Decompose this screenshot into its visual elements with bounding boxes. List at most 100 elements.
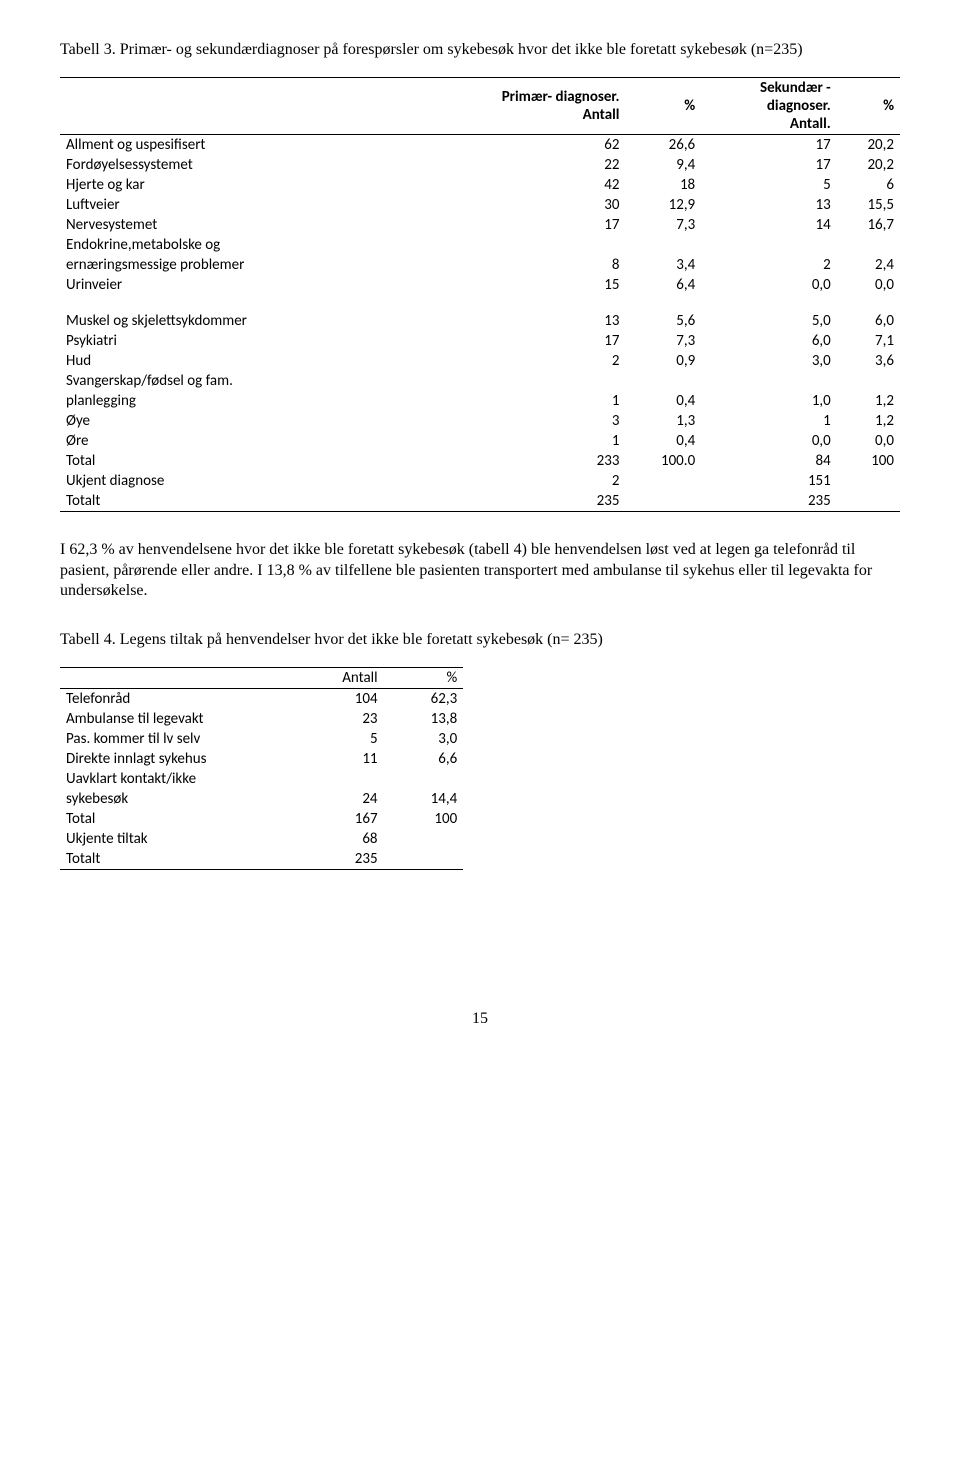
- table-cell: 62,3: [384, 688, 464, 709]
- table-row: Totalt235235: [60, 491, 900, 512]
- table-row: Muskel og skjelettsykdommer135,65,06,0: [60, 311, 900, 331]
- table-cell: 17: [701, 155, 837, 175]
- table-cell: Totalt: [60, 849, 286, 870]
- table-cell: Fordøyelsessystemet: [60, 155, 413, 175]
- table-cell: Øre: [60, 431, 413, 451]
- table-cell: 13: [701, 195, 837, 215]
- table-cell: [701, 371, 837, 391]
- table-cell: [837, 471, 900, 491]
- t3-h-primary-l1: Primær- diagnoser.: [502, 88, 620, 106]
- table-cell: 16,7: [837, 215, 900, 235]
- table-cell: 42: [413, 175, 626, 195]
- table-cell: 235: [413, 491, 626, 512]
- table-cell: Pas. kommer til lv selv: [60, 729, 286, 749]
- table-cell: Muskel og skjelettsykdommer: [60, 311, 413, 331]
- table-cell: [384, 829, 464, 849]
- t3-h-primary: Primær- diagnoser. Antall: [413, 77, 626, 134]
- t3-h-empty: [60, 77, 413, 134]
- table-cell: 100.0: [625, 451, 701, 471]
- table-cell: 8: [413, 255, 626, 275]
- table-cell: Totalt: [60, 491, 413, 512]
- table3: Primær- diagnoser. Antall % Sekundær - d…: [60, 77, 900, 512]
- table-cell: 2: [413, 471, 626, 491]
- table-cell: [384, 849, 464, 870]
- table-cell: 13: [413, 311, 626, 331]
- table-cell: 1,2: [837, 411, 900, 431]
- table-row: Fordøyelsessystemet229,41720,2: [60, 155, 900, 175]
- table-cell: 9,4: [625, 155, 701, 175]
- table-cell: [837, 371, 900, 391]
- table-cell: 151: [701, 471, 837, 491]
- table-cell: Nervesystemet: [60, 215, 413, 235]
- table-cell: 17: [701, 134, 837, 155]
- table-cell: 5,6: [625, 311, 701, 331]
- table-row: Hjerte og kar421856: [60, 175, 900, 195]
- table-row: Telefonråd10462,3: [60, 688, 463, 709]
- table-cell: Svangerskap/fødsel og fam.: [60, 371, 413, 391]
- table4-caption: Tabell 4. Legens tiltak på henvendelser …: [60, 630, 900, 651]
- table-cell: Total: [60, 451, 413, 471]
- table-cell: 1,3: [625, 411, 701, 431]
- t3-h-sec-l2: diagnoser.: [767, 97, 831, 115]
- table-cell: 6,6: [384, 749, 464, 769]
- table-row: Allment og uspesifisert6226,61720,2: [60, 134, 900, 155]
- table-cell: [60, 295, 413, 311]
- table-row: Hud20,93,03,6: [60, 351, 900, 371]
- table-row: Direkte innlagt sykehus116,6: [60, 749, 463, 769]
- table-cell: sykebesøk: [60, 789, 286, 809]
- table-cell: 0,9: [625, 351, 701, 371]
- table-cell: [701, 295, 837, 311]
- table-cell: [286, 769, 384, 789]
- table-row: Øre10,40,00,0: [60, 431, 900, 451]
- table-cell: 7,3: [625, 331, 701, 351]
- table-cell: [837, 235, 900, 255]
- table-cell: 0,0: [701, 275, 837, 295]
- table4: Antall % Telefonråd10462,3Ambulanse til …: [60, 667, 463, 870]
- table-row: Urinveier156,40,00,0: [60, 275, 900, 295]
- table-row: Luftveier3012,91315,5: [60, 195, 900, 215]
- table-cell: 3,4: [625, 255, 701, 275]
- table-cell: 62: [413, 134, 626, 155]
- table-cell: 233: [413, 451, 626, 471]
- t3-h-secondary: Sekundær - diagnoser. Antall.: [701, 77, 837, 134]
- table-row: Nervesystemet177,31416,7: [60, 215, 900, 235]
- table-cell: [384, 769, 464, 789]
- table-cell: Allment og uspesifisert: [60, 134, 413, 155]
- table-row: Total233100.084100: [60, 451, 900, 471]
- t3-h-primary-l2: Antall: [583, 106, 620, 124]
- table-cell: Urinveier: [60, 275, 413, 295]
- spacer-row: [60, 295, 900, 311]
- table-cell: Hud: [60, 351, 413, 371]
- table-row: ernæringsmessige problemer83,422,4: [60, 255, 900, 275]
- table-cell: 2,4: [837, 255, 900, 275]
- table-cell: 20,2: [837, 134, 900, 155]
- table-cell: 100: [837, 451, 900, 471]
- table-cell: 17: [413, 331, 626, 351]
- table-cell: [625, 295, 701, 311]
- table-cell: 24: [286, 789, 384, 809]
- table-cell: Luftveier: [60, 195, 413, 215]
- table-cell: Psykiatri: [60, 331, 413, 351]
- table-cell: Hjerte og kar: [60, 175, 413, 195]
- table3-caption: Tabell 3. Primær- og sekundærdiagnoser p…: [60, 40, 900, 61]
- table-cell: 15: [413, 275, 626, 295]
- table-cell: 3,0: [701, 351, 837, 371]
- table-row: Psykiatri177,36,07,1: [60, 331, 900, 351]
- table-cell: 5: [701, 175, 837, 195]
- table-row: Ambulanse til legevakt2313,8: [60, 709, 463, 729]
- table-cell: [625, 491, 701, 512]
- table-cell: Uavklart kontakt/ikke: [60, 769, 286, 789]
- table-cell: 6,0: [837, 311, 900, 331]
- body-paragraph: I 62,3 % av henvendelsene hvor det ikke …: [60, 540, 900, 602]
- table-cell: [413, 295, 626, 311]
- t3-h-pct1: %: [625, 77, 701, 134]
- page-number: 15: [60, 1010, 900, 1028]
- table-cell: 1: [413, 391, 626, 411]
- t3-h-sec-l3: Antall.: [790, 115, 831, 133]
- table-row: Ukjente tiltak68: [60, 829, 463, 849]
- table-cell: 0,0: [837, 275, 900, 295]
- table-cell: 1: [701, 411, 837, 431]
- table-cell: 3,6: [837, 351, 900, 371]
- table-cell: 18: [625, 175, 701, 195]
- table-cell: Ukjente tiltak: [60, 829, 286, 849]
